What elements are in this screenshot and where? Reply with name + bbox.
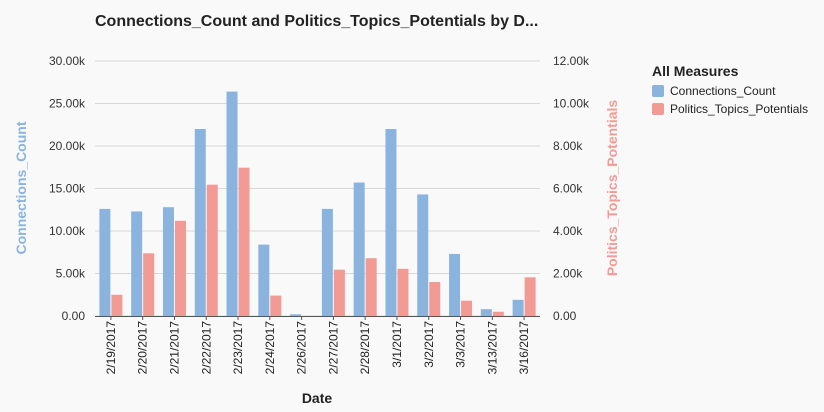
y2-tick-label: 12.00k <box>553 54 590 68</box>
x-axis-title: Date <box>302 390 333 406</box>
y-tick-label: 0.00 <box>62 309 86 323</box>
x-axis: 2/19/2017 2/20/2017 2/21/2017 2/22/2017 2/23… <box>104 316 531 374</box>
y-axis-title: Connections_Count <box>13 121 29 254</box>
x-tick-label: 3/3/2017 <box>454 321 468 368</box>
right-axis: 0.00 2.00k 4.00k 6.00k 8.00k 10.00k 12.00k <box>553 54 590 323</box>
bar-connections-count[interactable] <box>131 211 143 316</box>
x-tick-label: 2/26/2017 <box>295 321 309 375</box>
bar-connections-count[interactable] <box>290 314 302 316</box>
bar-politics-topics-potentials[interactable] <box>397 268 409 316</box>
bar-politics-topics-potentials[interactable] <box>111 294 123 316</box>
x-tick-label: 3/2/2017 <box>422 321 436 368</box>
y-tick-label: 10.00k <box>49 224 86 238</box>
gridlines <box>95 60 540 317</box>
bar-politics-topics-potentials[interactable] <box>333 269 345 316</box>
bar-connections-count[interactable] <box>480 309 492 316</box>
x-tick-label: 2/28/2017 <box>358 321 372 375</box>
legend-title: All Measures <box>652 63 739 79</box>
chart-title: Connections_Count and Politics_Topics_Po… <box>95 13 538 30</box>
legend-label: Connections_Count <box>670 84 776 98</box>
x-tick-label: 2/22/2017 <box>199 321 213 375</box>
y-tick-label: 5.00k <box>56 267 86 281</box>
bar-politics-topics-potentials[interactable] <box>270 295 282 316</box>
x-tick-label: 2/21/2017 <box>167 321 181 375</box>
legend-swatch <box>652 103 664 115</box>
y-tick-label: 15.00k <box>49 182 86 196</box>
bar-politics-topics-potentials[interactable] <box>206 184 218 316</box>
x-tick-label: 3/13/2017 <box>485 321 499 375</box>
bar-politics-topics-potentials[interactable] <box>143 253 155 316</box>
y2-tick-label: 0.00 <box>553 309 577 323</box>
bar-connections-count[interactable] <box>258 244 270 316</box>
y2-axis-title: Politics_Topics_Potentials <box>604 100 620 277</box>
bar-politics-topics-potentials[interactable] <box>524 277 536 316</box>
y2-tick-label: 4.00k <box>553 224 583 238</box>
y2-tick-label: 10.00k <box>553 97 590 111</box>
bar-connections-count[interactable] <box>226 91 238 316</box>
bar-politics-topics-potentials[interactable] <box>174 220 186 316</box>
bar-politics-topics-potentials[interactable] <box>461 300 473 316</box>
bar-politics-topics-potentials[interactable] <box>365 258 377 316</box>
legend-item[interactable]: Politics_Topics_Potentials <box>652 102 808 116</box>
bar-connections-count[interactable] <box>353 182 365 316</box>
x-tick-label: 3/16/2017 <box>517 321 531 375</box>
legend-swatch <box>652 85 664 97</box>
x-tick-label: 2/20/2017 <box>136 321 150 375</box>
bar-connections-count[interactable] <box>417 194 429 316</box>
y2-tick-label: 2.00k <box>553 267 583 281</box>
x-tick-label: 2/24/2017 <box>263 321 277 375</box>
left-axis: 0.00 5.00k 10.00k 15.00k 20.00k 25.00k 30.00k <box>49 54 86 323</box>
x-tick-label: 3/1/2017 <box>390 321 404 368</box>
bar-connections-count[interactable] <box>99 208 111 316</box>
legend-label: Politics_Topics_Potentials <box>670 102 808 116</box>
y2-tick-label: 8.00k <box>553 139 583 153</box>
legend[interactable]: All Measures Connections_Count Politics_T… <box>652 63 808 116</box>
bar-connections-count[interactable] <box>449 253 461 316</box>
bar-connections-count[interactable] <box>162 207 174 316</box>
bar-connections-count[interactable] <box>512 299 524 316</box>
bar-politics-topics-potentials[interactable] <box>238 167 250 316</box>
y2-tick-label: 6.00k <box>553 182 583 196</box>
x-tick-label: 2/27/2017 <box>326 321 340 375</box>
bar-politics-topics-potentials[interactable] <box>492 311 504 316</box>
y-tick-label: 25.00k <box>49 97 86 111</box>
legend-item[interactable]: Connections_Count <box>652 84 776 98</box>
bar-politics-topics-potentials[interactable] <box>429 282 441 316</box>
x-tick-label: 2/23/2017 <box>231 321 245 375</box>
y-tick-label: 20.00k <box>49 139 86 153</box>
x-tick-label: 2/19/2017 <box>104 321 118 375</box>
bar-connections-count[interactable] <box>321 208 333 316</box>
bars <box>99 91 536 316</box>
bar-connections-count[interactable] <box>385 129 397 316</box>
bar-connections-count[interactable] <box>194 129 206 316</box>
y-tick-label: 30.00k <box>49 54 86 68</box>
